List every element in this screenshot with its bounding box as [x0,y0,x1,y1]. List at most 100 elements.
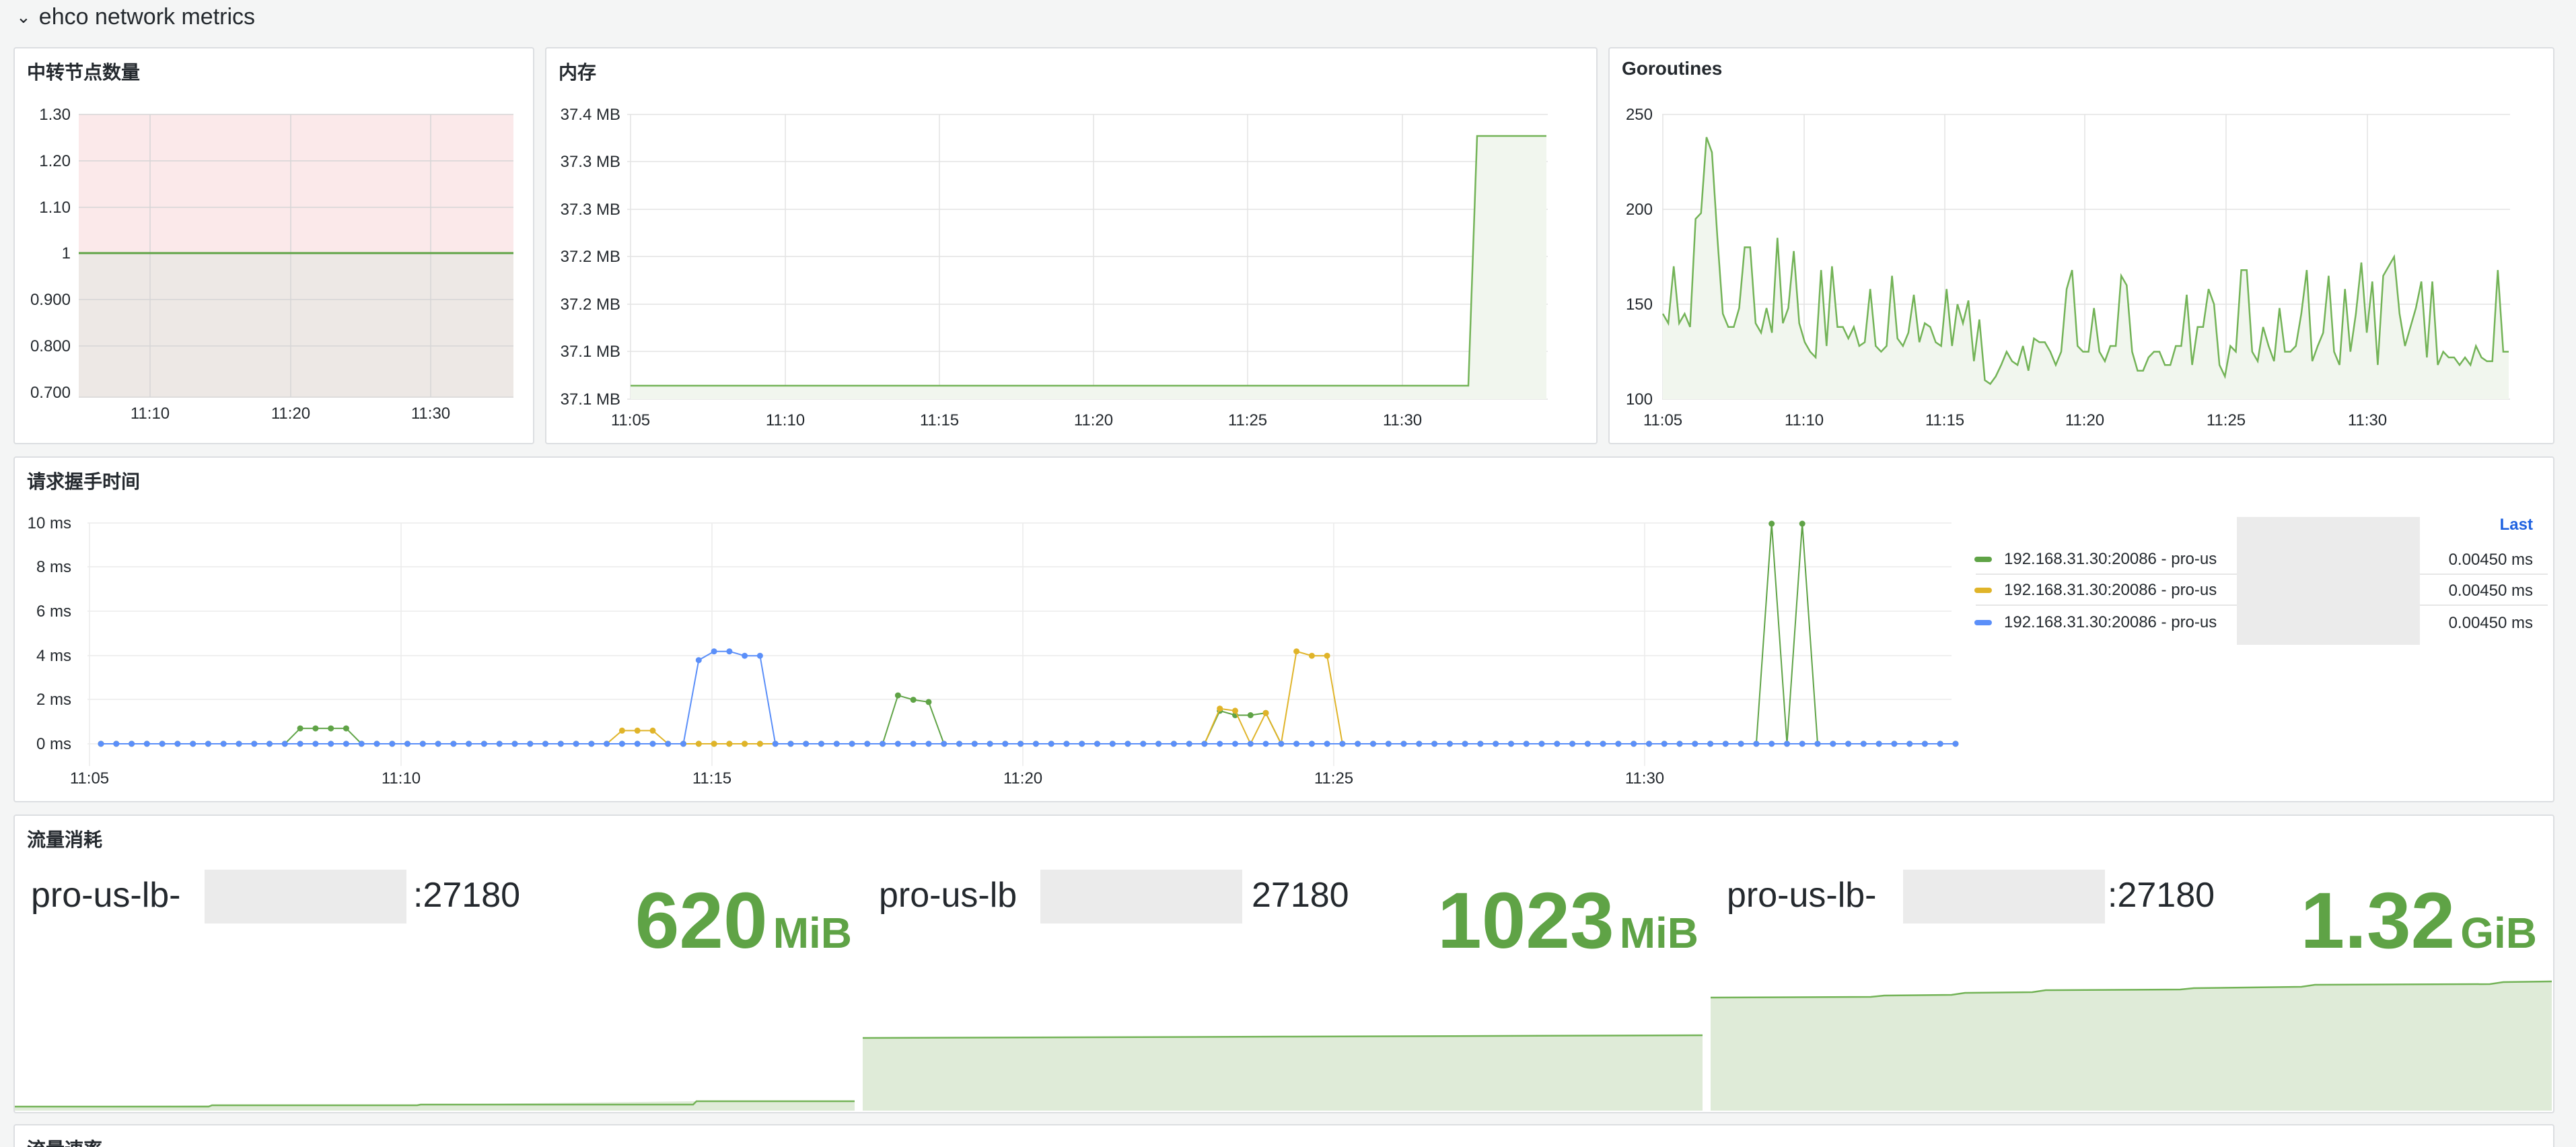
data-point [98,740,104,747]
traffic-consumption-panel[interactable]: 流量消耗 pro-us-lb- :27180 620 MiB pro-us-lb … [13,814,2554,1113]
data-point [1768,520,1775,527]
stat-number: 620 [635,876,768,965]
data-point [695,740,702,747]
data-point [1631,740,1637,747]
series-line [631,135,1546,387]
data-point [435,740,441,747]
data-point [373,740,380,747]
data-point [343,725,349,732]
data-point [925,699,932,705]
panel-title[interactable]: 流量速率 [27,1135,102,1147]
panel-title[interactable]: 流量消耗 [27,829,103,850]
x-tick-label: 11:20 [271,405,310,423]
relay-count-panel[interactable]: 中转节点数量 1.30 1.20 1.10 1 0.900 0.800 0.70… [13,47,534,444]
data-point [1784,740,1790,747]
data-point [1232,707,1238,714]
row-title[interactable]: ehco network metrics [38,3,256,30]
data-point [711,740,717,747]
data-point [1753,740,1760,747]
legend-label: 192.168.31.30:20086 - pro-us [2004,581,2217,599]
data-point [1324,740,1330,747]
data-point [910,697,917,703]
y-tick-label: 0.800 [30,337,71,355]
data-point [1600,740,1606,747]
chevron-down-icon[interactable]: ⌄ [16,6,31,27]
data-point [726,740,733,747]
redacted-block [2237,517,2420,645]
panel-title[interactable]: 请求握手时间 [27,471,141,492]
data-point [1860,740,1867,747]
data-point [1155,740,1162,747]
data-point [1247,740,1254,747]
redacted-block [205,870,406,924]
area-fill [631,136,1546,399]
panel-title[interactable]: Goroutines [1622,58,1723,79]
legend-item[interactable]: 192.168.31.30:20086 - pro-us [1974,544,2217,575]
legend-value: 0.00450 ms [2448,614,2533,632]
data-point [1017,740,1024,747]
data-point [1661,740,1668,747]
memory-panel[interactable]: 内存 37.4 MB 37.3 MB 37.3 MB 37.2 MB 37.2 … [545,47,1598,444]
stat-unit: MiB [1619,909,1698,957]
y-tick-label: 37.4 MB [561,106,620,124]
stat-name-port: :27180 [413,876,521,915]
x-tick-label: 11:15 [692,769,731,788]
data-point [1262,709,1269,716]
legend-swatch [1974,620,1992,625]
data-point [1416,740,1423,747]
legend-header-last[interactable]: Last [2499,516,2533,534]
data-point [297,725,303,732]
stat-value: 1.32 GiB [2301,875,2537,967]
x-tick-label: 11:25 [2207,411,2246,429]
data-point [742,652,748,659]
y-tick-label: 8 ms [36,558,71,576]
sparkline-line [1710,980,2552,999]
data-point [818,740,824,747]
data-point [1523,740,1530,747]
y-tick-label: 0.900 [30,291,71,309]
data-point [1186,740,1192,747]
y-tick-label: 6 ms [36,602,71,621]
data-point [1355,740,1361,747]
x-tick-label: 11:20 [1003,769,1042,788]
data-point [1094,740,1100,747]
row-header[interactable]: ⌄ ehco network metrics [16,0,255,34]
y-tick-label: 37.3 MB [561,153,620,171]
data-point [1508,740,1514,747]
x-tick-label: 11:15 [920,411,959,429]
panel-title[interactable]: 中转节点数量 [27,62,141,83]
data-point [634,727,641,734]
data-point [1569,740,1576,747]
data-point [634,740,641,747]
data-point [174,740,181,747]
legend-item[interactable]: 192.168.31.30:20086 - pro-us [1974,607,2217,638]
legend-label: 192.168.31.30:20086 - pro-us [2004,550,2217,568]
data-point [159,740,166,747]
panel-title[interactable]: 内存 [559,62,597,83]
stat-name-port: 27180 [1252,876,1349,915]
legend-item[interactable]: 192.168.31.30:20086 - pro-us [1974,575,2217,606]
handshake-time-panel[interactable]: 请求握手时间 0 ms 2 ms 4 ms 6 ms 8 ms 10 ms 11… [13,456,2554,802]
goroutines-panel[interactable]: Goroutines 250 200 150 100 11:05 11:10 1… [1608,47,2554,444]
x-tick-label: 11:05 [70,769,109,788]
data-point [1002,740,1009,747]
x-tick-label: 11:20 [2065,411,2104,429]
y-tick-label: 150 [1626,296,1653,314]
data-point [742,740,748,747]
data-point [573,740,579,747]
stat-name: pro-us-lb [879,875,1017,915]
x-tick-label: 11:10 [1785,411,1824,429]
y-tick-label: 37.1 MB [561,390,620,409]
data-point [1032,740,1039,747]
x-tick-label: 11:30 [2348,411,2387,429]
data-point [1324,652,1330,659]
stat-name-left: pro-us-lb [879,876,1017,915]
traffic-rate-panel[interactable]: 流量速率 [13,1124,2554,1147]
series-line [101,523,1956,744]
data-point [1063,740,1070,747]
relay-count-chart: 1.30 1.20 1.10 1 0.900 0.800 0.700 11:10… [30,106,513,423]
stat-unit: GiB [2460,909,2537,957]
y-tick-label: 200 [1626,201,1653,219]
sparkline-area [1711,981,2552,1111]
data-point [1293,740,1300,747]
